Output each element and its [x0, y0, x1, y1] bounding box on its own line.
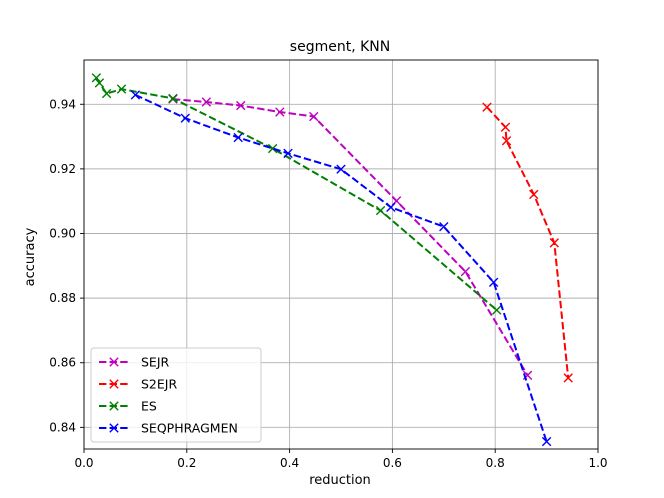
data-point [541, 436, 552, 447]
legend-marker [109, 379, 119, 389]
series-line-sejr [172, 98, 529, 376]
data-point [563, 373, 573, 383]
data-point [91, 73, 102, 83]
legend-label: ES [141, 399, 157, 414]
chart-title: segment, KNN [290, 39, 390, 55]
data-point [549, 238, 560, 248]
data-point [236, 100, 246, 111]
x-axis-label: reduction [309, 473, 371, 488]
series-seqphragmen [130, 90, 552, 447]
data-point [168, 93, 178, 104]
series-line-es [95, 77, 498, 311]
data-point [283, 148, 293, 159]
data-point [94, 78, 105, 88]
x-tick-label: 1.0 [588, 456, 607, 470]
data-point [336, 164, 346, 174]
x-tick-label: 0.8 [486, 456, 505, 470]
data-point [500, 122, 511, 132]
y-tick-label: 0.92 [49, 162, 76, 176]
data-point [482, 102, 492, 112]
x-tick-label: 0.6 [383, 456, 402, 470]
y-axis-ticks: 0.84 0.86 0.88 0.90 0.92 0.94 [49, 97, 84, 434]
x-axis-ticks: 0.0 0.2 0.4 0.6 0.8 1.0 [74, 449, 608, 470]
data-point [386, 202, 396, 213]
y-tick-label: 0.86 [49, 356, 76, 370]
legend-marker [109, 423, 119, 433]
data-point [267, 143, 278, 154]
y-axis-label: accuracy [23, 227, 38, 286]
data-point [492, 305, 502, 315]
legend-entry-sejr: SEJR [99, 355, 170, 370]
series-layer [91, 73, 573, 447]
y-tick-label: 0.88 [49, 291, 76, 305]
data-point [439, 222, 449, 232]
data-point [375, 205, 386, 216]
legend: SEJR S2EJR ES SEQPHRAGMEN [90, 347, 262, 443]
legend-entry-seqphragmen: SEQPHRAGMEN [99, 421, 238, 436]
data-point [275, 107, 285, 117]
legend-entry-es: ES [99, 399, 157, 414]
legend-entry-s2ejr: S2EJR [99, 377, 177, 392]
plot-frame [83, 59, 599, 450]
x-tick-label: 0.2 [177, 456, 196, 470]
x-tick-label: 0.0 [74, 456, 93, 470]
legend-label: S2EJR [141, 377, 177, 392]
data-point [101, 88, 112, 99]
data-point [116, 84, 127, 94]
data-point [501, 136, 512, 146]
data-point [130, 90, 141, 100]
legend-marker [109, 401, 119, 411]
legend-box [90, 347, 262, 443]
series-s2ejr [482, 102, 573, 383]
series-es [91, 73, 502, 315]
legend-label: SEQPHRAGMEN [141, 421, 238, 436]
data-point [233, 132, 243, 143]
data-point [201, 97, 212, 107]
legend-marker [109, 357, 119, 367]
data-point [180, 113, 190, 123]
y-tick-label: 0.94 [49, 97, 76, 111]
y-tick-label: 0.84 [49, 420, 76, 434]
data-point [488, 277, 499, 287]
y-tick-label: 0.90 [49, 226, 76, 240]
data-point [529, 189, 539, 200]
data-point [309, 111, 319, 122]
x-tick-label: 0.4 [280, 456, 299, 470]
legend-label: SEJR [141, 355, 170, 370]
data-point [460, 266, 471, 277]
